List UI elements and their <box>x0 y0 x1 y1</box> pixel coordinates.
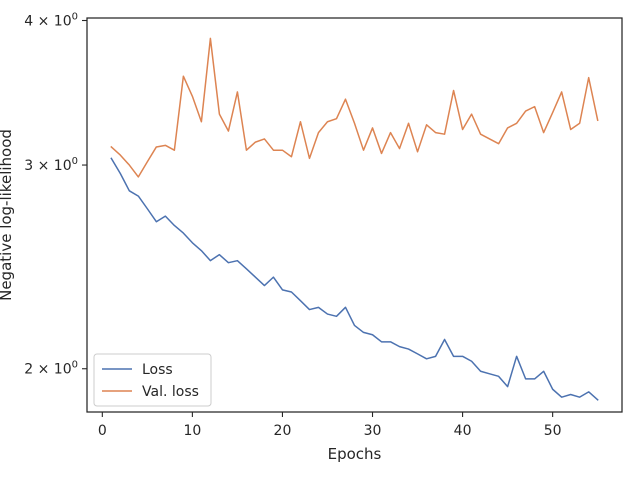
series-line-loss <box>110 157 599 401</box>
plot-frame <box>86 17 623 413</box>
x-axis-ticks: 0 10 20 30 40 50 <box>98 412 562 439</box>
y-tick-label: 2 × 100 <box>24 360 78 378</box>
x-tick-label: 30 <box>364 423 382 439</box>
y-tick-label: 4 × 100 <box>24 12 78 30</box>
series-line-val-loss <box>110 37 599 178</box>
y-axis-ticks: 2 × 100 3 × 100 4 × 100 <box>24 12 87 378</box>
legend: Loss Val. loss <box>93 353 212 407</box>
x-tick-label: 10 <box>183 423 201 439</box>
legend-label-loss: Loss <box>142 362 173 378</box>
legend-box <box>93 353 212 407</box>
plot-area <box>87 18 622 412</box>
x-tick-label: 0 <box>98 423 107 439</box>
y-axis-label: Negative log-likelihood <box>0 129 15 301</box>
series-layer <box>110 37 599 401</box>
y-tick-label: 3 × 100 <box>24 156 78 174</box>
x-tick-label: 40 <box>454 423 472 439</box>
x-tick-label: 20 <box>274 423 292 439</box>
legend-label-val-loss: Val. loss <box>142 384 199 400</box>
x-axis-label: Epochs <box>328 445 382 463</box>
x-tick-label: 50 <box>544 423 562 439</box>
